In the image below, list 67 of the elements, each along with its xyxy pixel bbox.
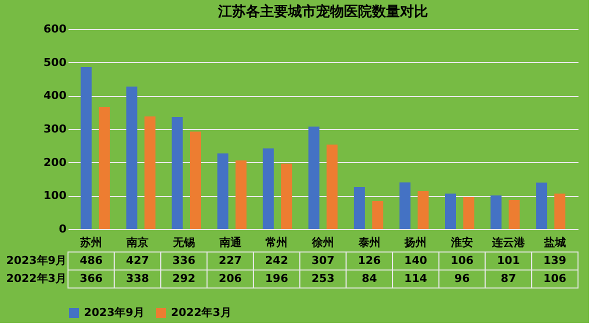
data-label: 336 (172, 254, 196, 267)
y-tick-label: 200 (44, 156, 67, 169)
bar (217, 153, 228, 229)
bar (80, 67, 92, 229)
bar (463, 197, 474, 229)
legend-label: 2023年9月 (84, 306, 144, 319)
text: 2022年3月 (6, 272, 66, 285)
y-tick-label: 0 (58, 222, 67, 236)
bar (445, 194, 456, 229)
bar (372, 201, 384, 229)
x-tick-label: 常州 (266, 236, 288, 249)
data-label: 101 (496, 254, 520, 267)
x-tick-label: 盐城 (542, 236, 566, 249)
data-label: 242 (265, 254, 288, 267)
x-tick-label: 淮安 (450, 236, 474, 249)
data-label: 139 (543, 254, 566, 267)
data-label: 106 (543, 272, 567, 285)
data-label: 196 (265, 272, 288, 285)
bar (262, 148, 274, 229)
bar (399, 182, 410, 229)
bar (554, 194, 566, 229)
x-tick-label: 扬州 (404, 236, 427, 249)
x-tick-label: 苏州 (79, 236, 102, 249)
y-tick-label: 400 (44, 89, 67, 102)
bar (172, 117, 183, 229)
data-label: 338 (126, 272, 150, 285)
x-tick-label: 南京 (126, 236, 149, 249)
data-label: 206 (218, 272, 242, 285)
data-label: 227 (218, 254, 242, 267)
bar (190, 132, 201, 229)
data-label: 126 (358, 254, 382, 267)
bar (508, 200, 520, 229)
data-label: 486 (80, 254, 104, 267)
y-tick-label: 300 (44, 122, 67, 136)
data-label: 427 (126, 254, 150, 267)
bar (126, 86, 138, 229)
bar (281, 164, 292, 229)
x-tick-label: 徐州 (311, 236, 334, 249)
data-label: 292 (172, 272, 196, 285)
bar (536, 182, 548, 229)
data-label: 366 (80, 272, 104, 285)
data-label: 114 (404, 272, 428, 285)
bar (236, 160, 247, 229)
x-tick-label: 连云港 (490, 236, 526, 249)
text: 2023年9月 (6, 254, 66, 267)
x-tick-label: 泰州 (357, 236, 380, 249)
x-tick-label: 无锡 (172, 236, 195, 249)
x-tick-label: 南通 (218, 236, 242, 249)
data-label: 84 (362, 272, 378, 285)
bar (308, 126, 320, 229)
data-label: 307 (312, 254, 334, 267)
bar (354, 187, 365, 229)
bar (326, 144, 338, 229)
y-tick-label: 100 (44, 189, 67, 202)
legend-label: 2022年3月 (171, 306, 232, 319)
data-label: 106 (450, 254, 474, 267)
bar (98, 107, 110, 229)
chart-title: 江苏各主要城市宠物医院数量对比 (217, 3, 428, 20)
data-label: 87 (500, 272, 516, 285)
bar (418, 191, 429, 229)
data-label: 253 (312, 272, 334, 285)
bar (144, 116, 156, 229)
y-tick-label: 600 (44, 22, 67, 36)
data-label: 96 (454, 272, 470, 285)
data-label: 140 (404, 254, 428, 267)
bar (490, 195, 502, 229)
y-tick-label: 500 (44, 56, 67, 69)
